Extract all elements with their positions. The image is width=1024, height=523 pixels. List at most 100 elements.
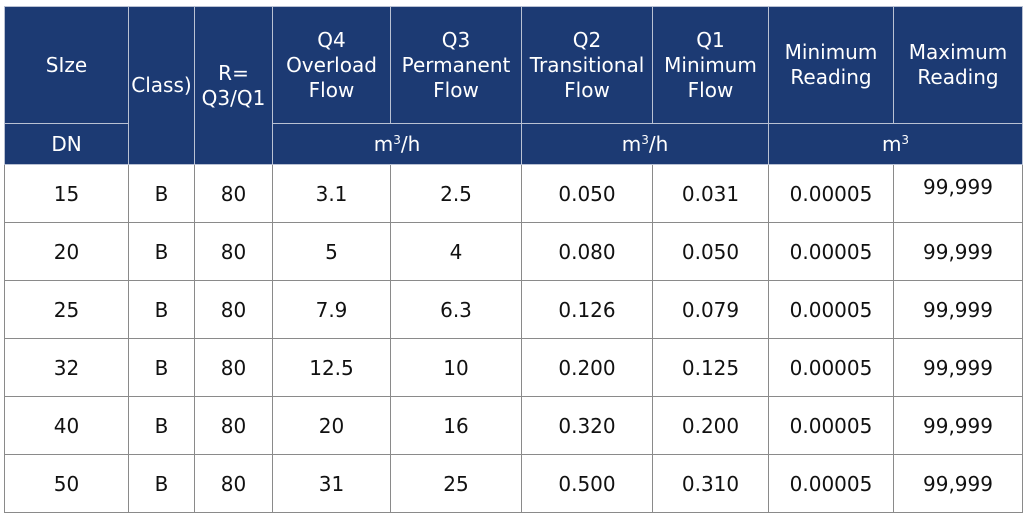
cell-q4: 12.5 — [272, 338, 391, 397]
cell-max-reading: 99,999 — [893, 454, 1023, 513]
cell-q4: 3.1 — [272, 164, 391, 223]
header-maximum-reading: Maximum Reading — [893, 6, 1023, 124]
cell-size: 20 — [4, 222, 129, 281]
cell-q3: 10 — [390, 338, 522, 397]
cell-q2: 0.126 — [521, 280, 653, 339]
cell-size: 15 — [4, 164, 129, 223]
header-q2-transitional: Q2 Transitional Flow — [521, 6, 653, 124]
header-q3-line2: Permanent — [401, 52, 511, 77]
cell-q4: 7.9 — [272, 280, 391, 339]
cell-size: 40 — [4, 396, 129, 455]
header-ratio: R= Q3/Q1 — [194, 6, 273, 165]
unit-flow-1-base: m — [373, 131, 394, 156]
cell-size: 50 — [4, 454, 129, 513]
header-q4-overload: Q4 Overload Flow — [272, 6, 391, 124]
header-q1-minimum: Q1 Minimum Flow — [652, 6, 769, 124]
cell-min-reading: 0.00005 — [768, 164, 894, 223]
cell-q1: 0.200 — [652, 396, 769, 455]
cell-ratio: 80 — [194, 338, 273, 397]
cell-q2: 0.320 — [521, 396, 653, 455]
unit-volume-sup: 3 — [901, 132, 910, 147]
cell-max-reading: 99,999 — [893, 164, 1023, 223]
unit-flow-q2-q1: m3/h — [521, 123, 769, 165]
table-row: 15 B 80 3.1 2.5 0.050 0.031 0.00005 99,9… — [4, 164, 1023, 223]
header-class: Class) — [128, 6, 195, 165]
cell-max-reading: 99,999 — [893, 396, 1023, 455]
table-row: 50 B 80 31 25 0.500 0.310 0.00005 99,999 — [4, 454, 1023, 513]
header-ratio-line1: R= — [218, 60, 249, 85]
header-q2-line1: Q2 — [572, 27, 602, 52]
cell-class: B — [128, 454, 195, 513]
cell-max-reading: 99,999 — [893, 338, 1023, 397]
unit-flow-2-tail: /h — [648, 131, 669, 156]
cell-ratio: 80 — [194, 454, 273, 513]
cell-q2: 0.080 — [521, 222, 653, 281]
header-minimum-reading: Minimum Reading — [768, 6, 894, 124]
cell-ratio: 80 — [194, 396, 273, 455]
unit-volume-readings: m3 — [768, 123, 1023, 165]
header-q2-line2: Transitional — [529, 52, 645, 77]
table-row: 20 B 80 5 4 0.080 0.050 0.00005 99,999 — [4, 222, 1023, 281]
unit-flow-2-sup: 3 — [641, 132, 649, 147]
cell-q3: 4 — [390, 222, 522, 281]
cell-size: 32 — [4, 338, 129, 397]
cell-q4: 31 — [272, 454, 391, 513]
header-q2-line3: Flow — [564, 77, 610, 102]
header-q1-line1: Q1 — [696, 27, 725, 52]
cell-min-reading: 0.00005 — [768, 396, 894, 455]
cell-size: 25 — [4, 280, 129, 339]
cell-q1: 0.125 — [652, 338, 769, 397]
header-ratio-line2: Q3/Q1 — [201, 85, 266, 110]
header-min-line1: Minimum — [784, 40, 878, 64]
cell-class: B — [128, 164, 195, 223]
meter-spec-table: SIze Class) R= Q3/Q1 Q4 Overload Flow Q3… — [4, 6, 1023, 513]
spec-table-container: SIze Class) R= Q3/Q1 Q4 Overload Flow Q3… — [4, 6, 1023, 513]
cell-ratio: 80 — [194, 164, 273, 223]
header-dn: DN — [4, 123, 129, 165]
header-min-line2: Reading — [790, 65, 872, 89]
cell-q1: 0.050 — [652, 222, 769, 281]
unit-flow-1-sup: 3 — [393, 132, 401, 147]
cell-q3: 2.5 — [390, 164, 522, 223]
unit-flow-q4-q3: m3/h — [272, 123, 522, 165]
cell-q2: 0.200 — [521, 338, 653, 397]
cell-ratio: 80 — [194, 280, 273, 339]
cell-q4: 20 — [272, 396, 391, 455]
cell-max-reading: 99,999 — [893, 280, 1023, 339]
cell-q2: 0.500 — [521, 454, 653, 513]
header-q1-line2: Minimum — [664, 52, 757, 77]
cell-q2: 0.050 — [521, 164, 653, 223]
cell-q1: 0.031 — [652, 164, 769, 223]
header-max-line2: Reading — [917, 65, 999, 89]
header-q3-line3: Flow — [433, 77, 479, 102]
table-row: 32 B 80 12.5 10 0.200 0.125 0.00005 99,9… — [4, 338, 1023, 397]
unit-flow-2-base: m — [621, 131, 642, 156]
header-q3-permanent: Q3 Permanent Flow — [390, 6, 522, 124]
cell-q1: 0.079 — [652, 280, 769, 339]
cell-max-reading: 99,999 — [893, 222, 1023, 281]
cell-q3: 25 — [390, 454, 522, 513]
table-row: 25 B 80 7.9 6.3 0.126 0.079 0.00005 99,9… — [4, 280, 1023, 339]
header-q1-line3: Flow — [687, 77, 734, 102]
cell-class: B — [128, 222, 195, 281]
header-q4-line2: Overload — [286, 52, 377, 77]
cell-class: B — [128, 396, 195, 455]
unit-volume-base: m — [881, 131, 902, 156]
header-q4-line3: Flow — [308, 77, 355, 102]
cell-min-reading: 0.00005 — [768, 454, 894, 513]
header-q4-line1: Q4 — [317, 27, 346, 52]
cell-min-reading: 0.00005 — [768, 280, 894, 339]
cell-q3: 6.3 — [390, 280, 522, 339]
cell-min-reading: 0.00005 — [768, 222, 894, 281]
cell-q3: 16 — [390, 396, 522, 455]
cell-ratio: 80 — [194, 222, 273, 281]
header-row-labels: SIze Class) R= Q3/Q1 Q4 Overload Flow Q3… — [4, 6, 1023, 165]
header-max-line1: Maximum — [908, 40, 1008, 64]
header-q3-line1: Q3 — [441, 27, 471, 52]
header-size: SIze — [4, 6, 129, 124]
cell-min-reading: 0.00005 — [768, 338, 894, 397]
cell-q4: 5 — [272, 222, 391, 281]
cell-q1: 0.310 — [652, 454, 769, 513]
cell-class: B — [128, 280, 195, 339]
table-row: 40 B 80 20 16 0.320 0.200 0.00005 99,999 — [4, 396, 1023, 455]
